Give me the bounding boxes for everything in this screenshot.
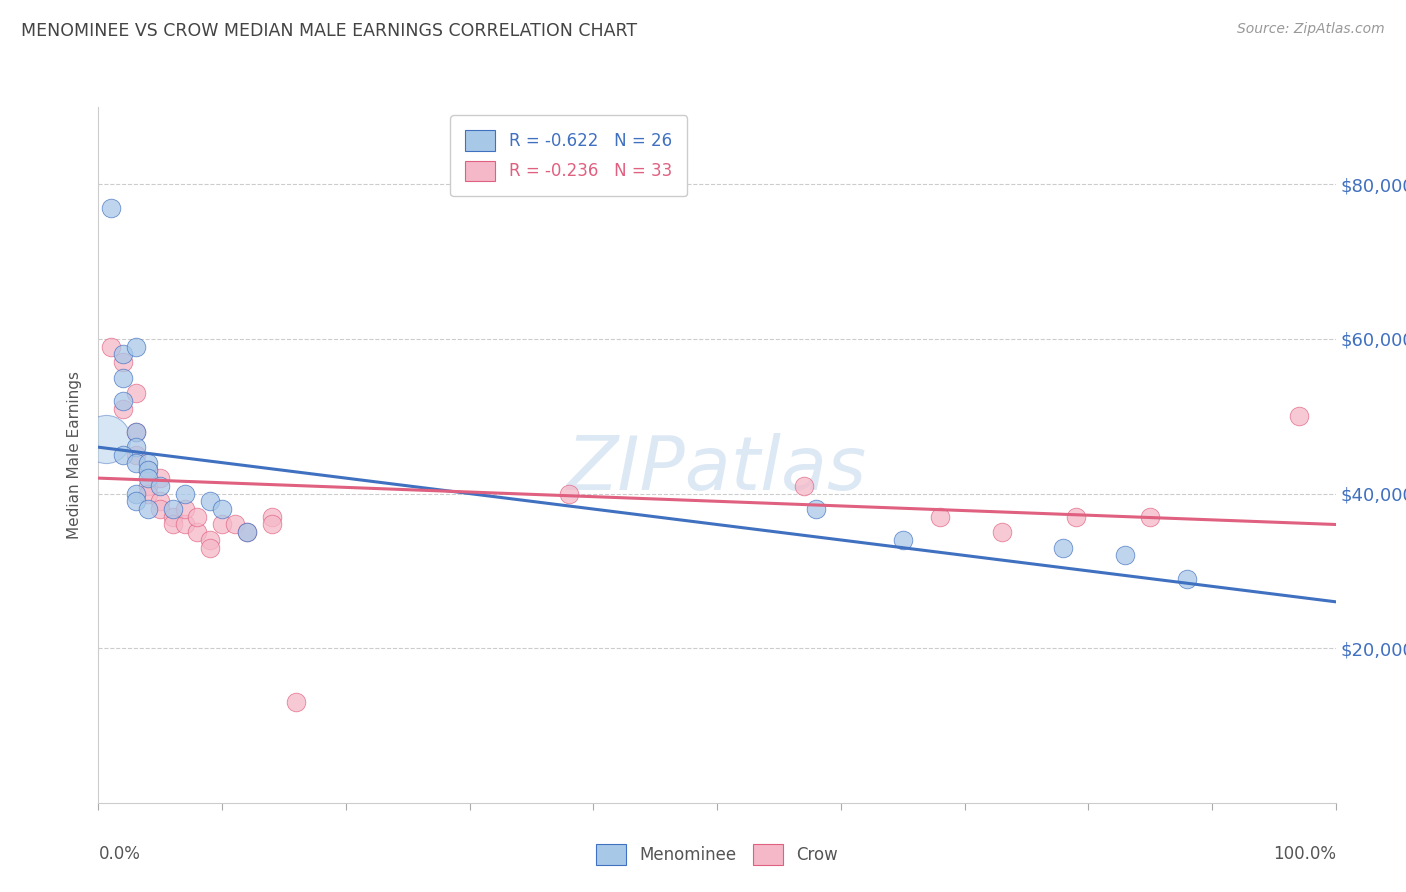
Point [1139, 509, 1161, 524]
Point [891, 533, 914, 547]
Point [124, 386, 146, 401]
Point [1114, 549, 1136, 563]
Point [124, 456, 146, 470]
Point [236, 525, 259, 540]
Point [94, 433, 117, 447]
Legend: Menominee, Crow: Menominee, Crow [582, 831, 852, 878]
Y-axis label: Median Male Earnings: Median Male Earnings [67, 371, 83, 539]
Point [162, 509, 184, 524]
Point [557, 486, 579, 500]
Point [804, 502, 827, 516]
Point [1064, 509, 1087, 524]
Point [112, 370, 135, 384]
Point [174, 486, 197, 500]
Point [136, 486, 159, 500]
Point [174, 502, 197, 516]
Point [136, 456, 159, 470]
Point [1288, 409, 1310, 424]
Point [990, 525, 1012, 540]
Point [224, 517, 246, 532]
Point [149, 471, 172, 485]
Point [793, 479, 815, 493]
Point [124, 486, 146, 500]
Point [112, 355, 135, 369]
Point [149, 494, 172, 508]
Point [124, 494, 146, 508]
Point [198, 541, 221, 555]
Point [260, 517, 283, 532]
Point [124, 440, 146, 454]
Text: 100.0%: 100.0% [1272, 845, 1336, 863]
Point [236, 525, 259, 540]
Point [1175, 572, 1198, 586]
Point [112, 448, 135, 462]
Point [112, 393, 135, 408]
Point [285, 695, 308, 709]
Point [260, 509, 283, 524]
Point [136, 479, 159, 493]
Point [162, 517, 184, 532]
Point [100, 340, 122, 354]
Point [112, 401, 135, 416]
Point [124, 425, 146, 439]
Point [124, 340, 146, 354]
Point [136, 463, 159, 477]
Point [928, 509, 950, 524]
Text: ZIPatlas: ZIPatlas [567, 433, 868, 505]
Point [112, 347, 135, 361]
Point [186, 525, 208, 540]
Point [149, 502, 172, 516]
Point [124, 448, 146, 462]
Point [198, 533, 221, 547]
Point [124, 425, 146, 439]
Point [162, 502, 184, 516]
Point [136, 471, 159, 485]
Point [211, 517, 233, 532]
Point [136, 463, 159, 477]
Text: Source: ZipAtlas.com: Source: ZipAtlas.com [1237, 22, 1385, 37]
Point [149, 479, 172, 493]
Point [1052, 541, 1074, 555]
Point [186, 509, 208, 524]
Point [100, 201, 122, 215]
Point [136, 502, 159, 516]
Point [174, 517, 197, 532]
Point [198, 494, 221, 508]
Text: MENOMINEE VS CROW MEDIAN MALE EARNINGS CORRELATION CHART: MENOMINEE VS CROW MEDIAN MALE EARNINGS C… [21, 22, 637, 40]
Point [211, 502, 233, 516]
Text: 0.0%: 0.0% [98, 845, 141, 863]
